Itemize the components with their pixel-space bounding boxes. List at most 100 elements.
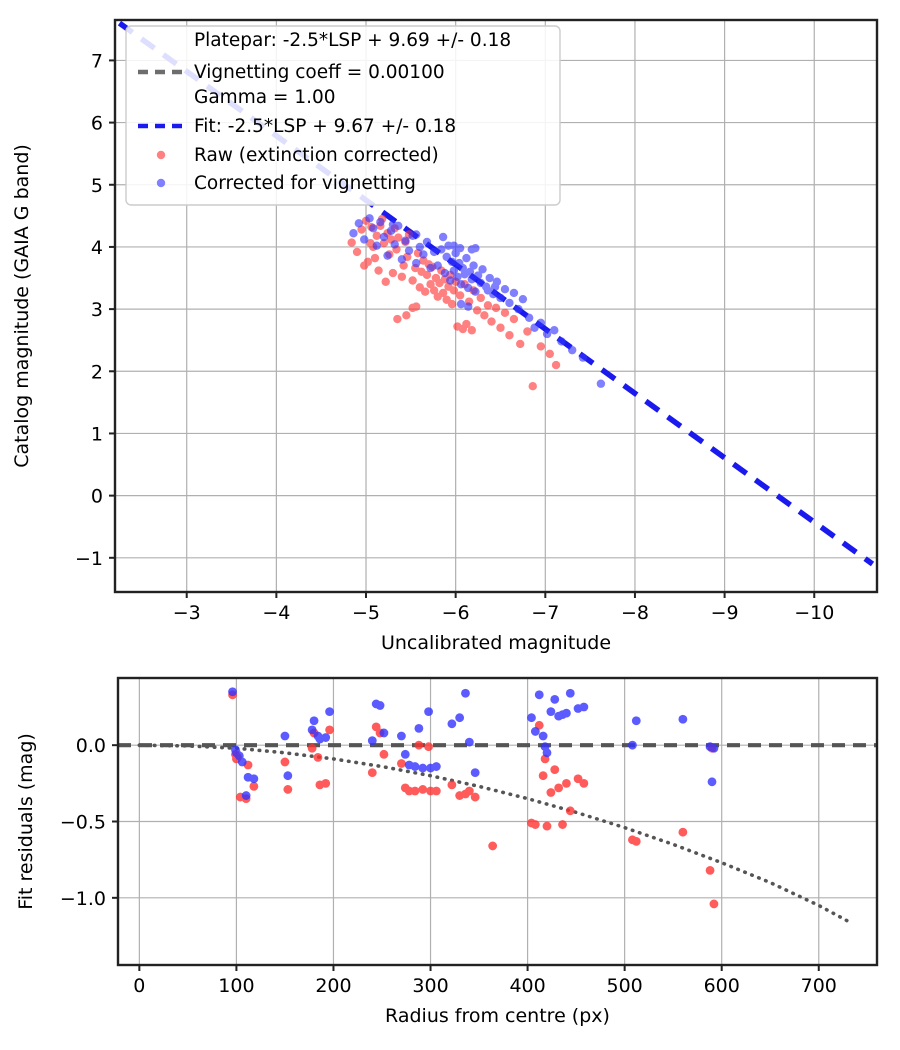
data-point (420, 287, 430, 296)
data-point (536, 342, 546, 351)
data-point (467, 275, 476, 284)
data-point (530, 727, 540, 736)
data-point (562, 708, 571, 718)
data-point (471, 243, 480, 253)
data-point (388, 220, 398, 229)
ytick-label-top: 5 (91, 175, 103, 197)
data-point (464, 283, 473, 293)
data-point (480, 311, 489, 320)
data-point (678, 827, 688, 837)
data-point (550, 765, 560, 774)
data-point (307, 725, 317, 735)
data-point (542, 821, 552, 831)
data-point (321, 733, 331, 742)
ytick-label-bottom: −1.0 (60, 888, 106, 910)
data-point (456, 299, 466, 309)
data-point (354, 219, 364, 228)
data-point (509, 288, 519, 298)
legend-marker-blue-dot (156, 178, 166, 188)
scatter-series-corrected (349, 214, 606, 388)
data-point (514, 304, 523, 314)
data-point (440, 268, 450, 278)
data-point (367, 768, 377, 778)
data-point (550, 694, 560, 704)
ytick-label-top: 4 (91, 237, 103, 259)
data-point (422, 270, 432, 280)
data-point (412, 258, 421, 268)
data-point (431, 762, 441, 771)
xtick-label-top: −3 (173, 602, 201, 624)
data-point (550, 326, 559, 335)
residual-series-corrected (228, 687, 719, 800)
data-point (528, 382, 537, 391)
data-point (545, 349, 554, 359)
xtick-label-top: −5 (352, 602, 380, 624)
data-point (283, 785, 293, 794)
data-point (469, 261, 478, 270)
data-point (490, 282, 500, 291)
data-point (241, 791, 251, 800)
data-point (631, 836, 641, 846)
data-point (505, 331, 514, 340)
data-point (367, 736, 377, 745)
data-point (596, 379, 606, 388)
data-point (565, 688, 575, 698)
data-point (401, 236, 410, 245)
data-point (370, 253, 380, 263)
legend-box (125, 25, 561, 206)
data-point (461, 688, 470, 698)
data-point (376, 217, 385, 227)
ytick-label-top: −1 (75, 548, 103, 570)
data-point (446, 276, 455, 285)
xtick-label-bottom: 100 (218, 975, 254, 997)
data-point (365, 214, 374, 223)
data-point (705, 865, 715, 875)
legend-entry-0: Platepar: -2.5*LSP + 9.69 +/- 0.18 (194, 30, 511, 51)
data-point (379, 728, 389, 738)
data-point (447, 257, 457, 267)
data-point (368, 224, 378, 233)
data-point (397, 255, 407, 264)
data-point (228, 687, 237, 697)
data-point (412, 302, 421, 311)
data-point (426, 263, 435, 273)
xtick-label-bottom: 0 (133, 975, 145, 997)
data-point (249, 781, 259, 791)
legend-marker-red-dot (156, 150, 166, 160)
data-point (313, 752, 323, 762)
legend: Platepar: -2.5*LSP + 9.69 +/- 0.18 Vignet… (125, 25, 561, 206)
xtick-label-bottom: 700 (801, 975, 837, 997)
data-point (325, 725, 334, 735)
data-point (709, 899, 719, 909)
data-point (542, 748, 552, 758)
data-point (449, 266, 459, 275)
legend-label-4: Raw (extinction corrected) (194, 145, 439, 166)
data-point (352, 247, 362, 257)
legend-label-0: Platepar: -2.5*LSP + 9.69 +/- 0.18 (194, 30, 511, 51)
data-point (551, 360, 561, 370)
data-point (414, 740, 424, 750)
data-point (453, 272, 462, 281)
ytick-label-top: 7 (91, 50, 103, 72)
data-point (565, 806, 575, 816)
data-point (530, 323, 539, 332)
legend-entry-4: Raw (extinction corrected) (156, 145, 439, 166)
data-point (381, 277, 390, 286)
data-point (628, 740, 637, 750)
legend-label-1: Vignetting coeff = 0.00100 (194, 62, 445, 83)
xtick-label-top: −7 (531, 602, 559, 624)
data-point (307, 743, 317, 753)
data-point (516, 339, 525, 349)
data-point (455, 243, 465, 253)
data-point (437, 245, 446, 254)
legend-entry-3: Fit: -2.5*LSP + 9.67 +/- 0.18 (138, 116, 456, 137)
data-point (400, 749, 410, 759)
scatter-series-raw (347, 214, 561, 391)
data-point (483, 301, 493, 310)
data-point (388, 268, 398, 278)
legend-entry-1: Vignetting coeff = 0.00100 (138, 62, 445, 83)
ytick-label-bottom: −0.5 (60, 812, 106, 834)
ytick-label-bottom: 0.0 (76, 735, 106, 757)
legend-entry-5: Corrected for vignetting (156, 173, 416, 194)
data-point (424, 742, 433, 752)
